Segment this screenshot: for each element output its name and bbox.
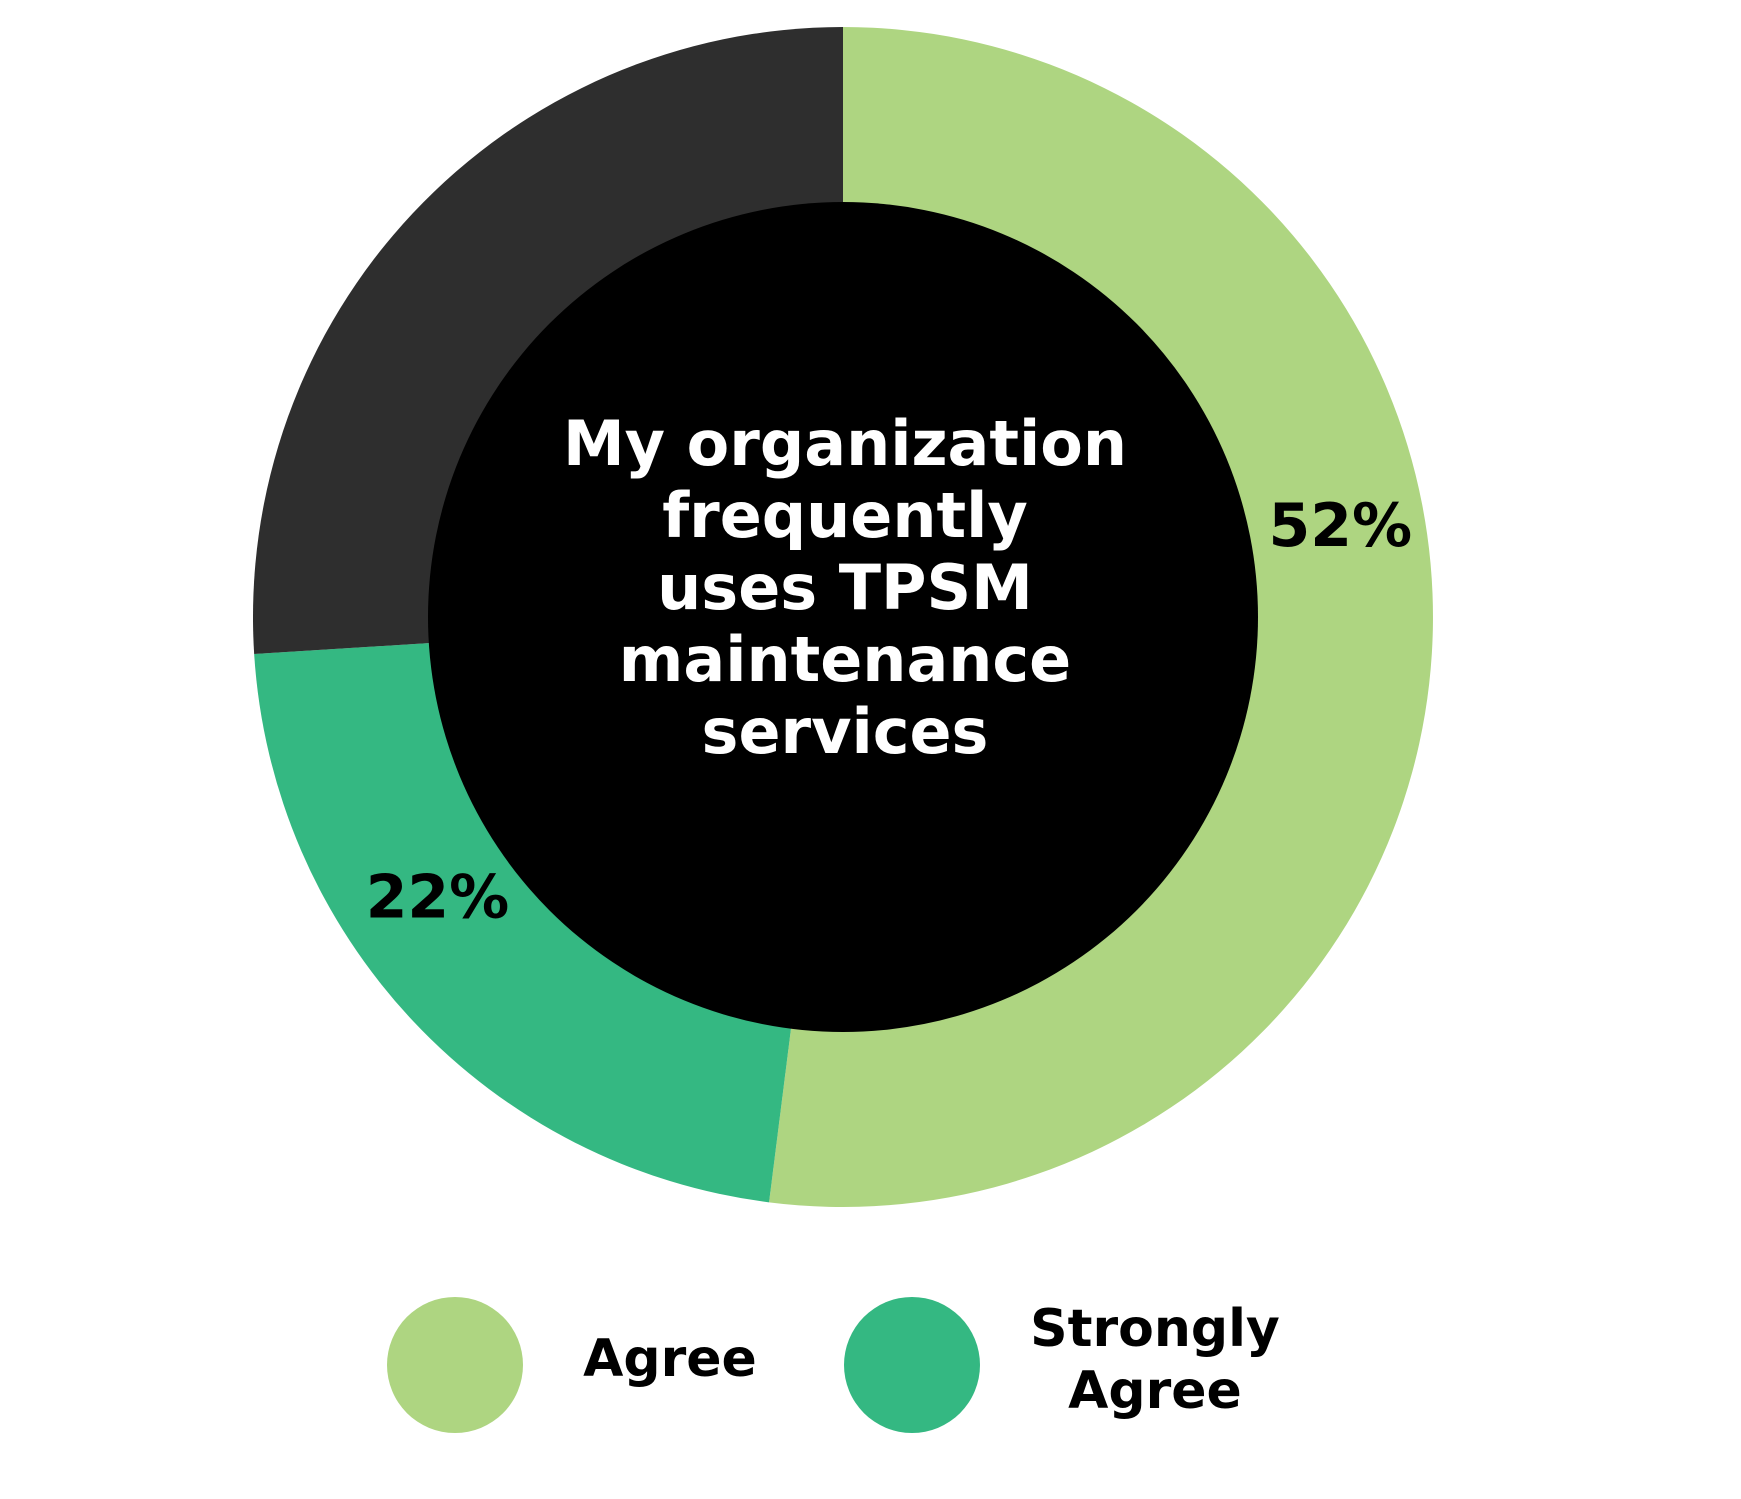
legend-label-agree: Agree [570,1328,770,1390]
chart-title-line: services [701,695,989,768]
donut-center [428,202,1258,1032]
chart-title: My organization frequently uses TPSM mai… [545,408,1145,768]
legend-label-line: Agree [583,1329,757,1389]
legend-label-line: Agree [1068,1361,1242,1421]
value-labels: 52% 22% [366,491,1412,933]
chart-title-line: maintenance [618,623,1072,696]
chart-title-line: My organization [562,407,1128,480]
value-label-strongly-agree: 22% [366,862,510,932]
legend-swatch-agree [387,1297,523,1433]
value-label-agree: 52% [1268,491,1412,561]
legend-swatch-strongly-agree [844,1297,980,1433]
legend-label-line: Strongly [1030,1299,1280,1359]
chart-title-line: frequently [662,479,1028,552]
legend-swatches [387,1297,980,1433]
legend-label-strongly-agree: Strongly Agree [1010,1298,1300,1422]
chart-title-line: uses TPSM [657,551,1033,624]
